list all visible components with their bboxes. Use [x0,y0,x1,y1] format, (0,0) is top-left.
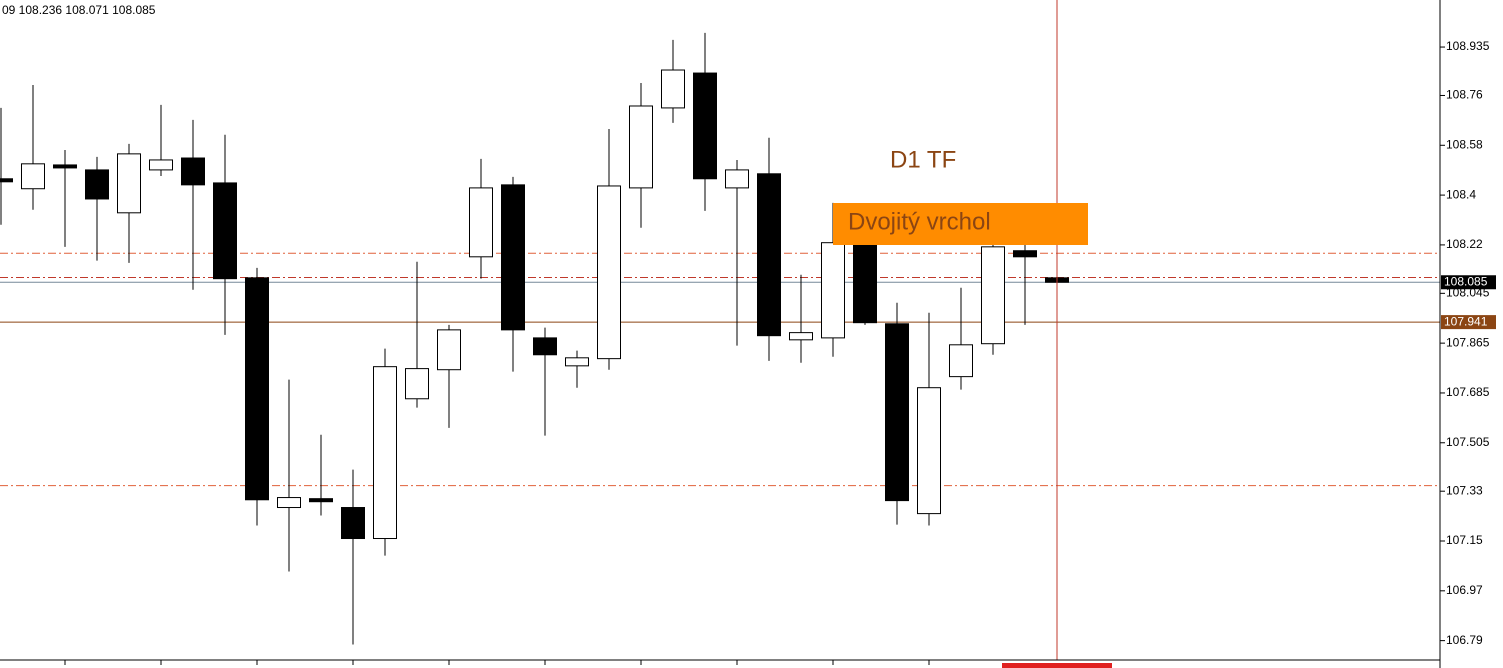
candle-body [53,164,77,169]
candle-body [405,368,429,400]
candle-body [341,507,365,540]
candle-body [213,182,237,280]
candle-body [149,159,173,171]
candle-body [501,184,525,331]
y-tick-label: 108.935 [1446,39,1490,53]
candle-body [181,157,205,186]
plot-area [0,32,1440,645]
y-tick-label: 107.33 [1446,483,1483,497]
y-tick-label: 106.79 [1446,633,1483,647]
candle-body [533,337,557,356]
annotation-text: D1 TF [890,146,956,173]
candle-body [885,323,909,502]
time-marker [1002,663,1112,668]
y-tick-label: 108.76 [1446,88,1483,102]
candle-body [565,357,589,367]
candle-body [661,69,685,109]
candle-body [117,153,141,214]
candle-body [469,187,493,258]
y-tick-label: 108.22 [1446,237,1483,251]
y-tick-label: 107.505 [1446,435,1490,449]
price-tag [1441,275,1496,290]
candle-body [85,169,109,200]
candle-body [309,498,333,503]
annotation-text: Dvojitý vrchol [848,208,991,235]
candle-body [437,329,461,371]
candle-body [21,163,45,190]
candle-body [0,178,13,183]
candle-body [789,332,813,341]
y-tick-label: 107.865 [1446,335,1490,349]
candle-body [373,366,397,540]
candle-body [853,240,877,324]
candle-body [981,246,1005,345]
annotation-box [833,203,1088,245]
candle-body [949,344,973,378]
candle-body [693,72,717,180]
y-tick-label: 107.15 [1446,533,1483,547]
candle-body [821,242,845,339]
candle-body [725,169,749,189]
candle-body [629,105,653,189]
ohlc-header: 09 108.236 108.071 108.085 [2,3,156,17]
y-tick-label: 108.4 [1446,187,1476,201]
y-tick-label: 106.97 [1446,583,1483,597]
y-tick-label: 107.685 [1446,385,1490,399]
y-tick-label: 108.58 [1446,137,1483,151]
price-tag-label: 107.941 [1444,314,1488,328]
price-tag [1441,315,1496,330]
candle-body [245,277,269,501]
candle-body [597,185,621,360]
candle-body [1013,250,1037,258]
price-tag-label: 108.085 [1444,274,1488,288]
candle-body [277,497,301,509]
x-ticks [64,660,930,665]
candle-body [917,387,941,515]
candle-body [757,173,781,337]
